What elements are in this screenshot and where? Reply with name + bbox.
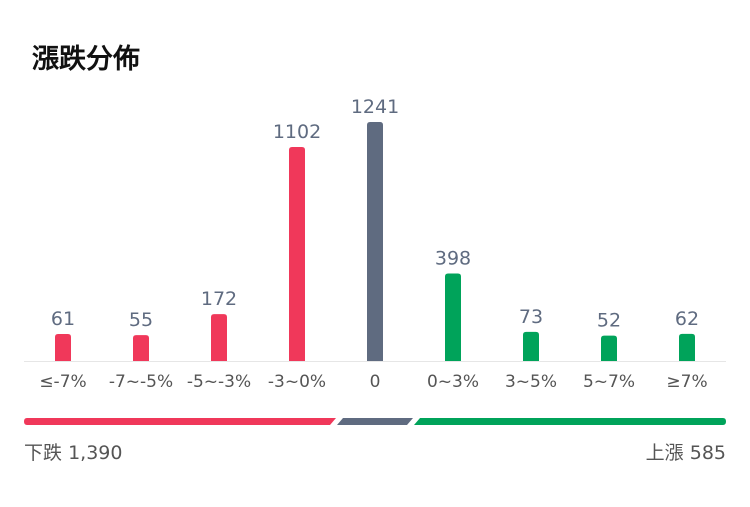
flat-bar [337,418,413,425]
value-label: 61 [51,308,75,330]
up-value: 585 [690,442,726,464]
down-label: 下跌 [24,442,62,464]
bar [445,273,461,361]
value-label: 55 [129,309,153,331]
value-label: 1241 [351,96,399,118]
value-label: 52 [597,310,621,332]
down-value: 1,390 [68,442,122,464]
up-bar [414,418,726,425]
down-summary: 下跌 1,390 [24,442,122,464]
bar [55,334,71,361]
bar [679,333,695,361]
bar [367,122,383,361]
bar [133,335,149,361]
x-tick-label: 0~3% [427,372,479,392]
x-tick-label: ≥7% [666,372,707,392]
value-label: 398 [435,247,471,269]
value-label: 73 [519,306,543,328]
x-tick-label: 5~7% [583,372,635,392]
bar [601,335,617,361]
x-tick-label: -7~-5% [109,372,173,392]
bar [523,331,539,361]
x-tick-label: 0 [370,372,381,392]
down-bar [24,418,336,425]
x-tick-label: -5~-3% [187,372,251,392]
up-label: 上漲 [646,442,684,464]
bar [211,314,227,361]
x-tick-label: 3~5% [505,372,557,392]
x-tick-label: -3~0% [268,372,326,392]
up-summary: 上漲 585 [646,442,726,464]
value-label: 172 [201,288,237,310]
value-label: 62 [675,308,699,330]
bar [289,146,305,361]
value-label: 1102 [273,121,321,143]
x-tick-label: ≤-7% [39,372,86,392]
chart-title: 漲跌分佈 [32,43,140,75]
